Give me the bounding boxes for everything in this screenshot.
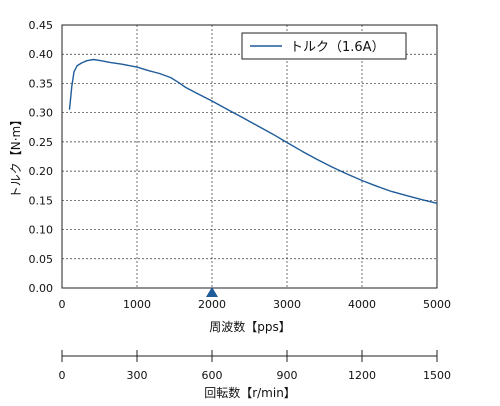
x-axis-label: 周波数【pps】	[209, 319, 291, 334]
series-layer	[68, 58, 438, 204]
secondary-tick-label: 600	[202, 369, 223, 382]
x-tick-label: 2000	[198, 298, 226, 311]
secondary-tick-label: 300	[127, 369, 148, 382]
secondary-axis-ticks: 0 300 600 900 1200 1500	[59, 350, 451, 382]
secondary-tick-label: 900	[277, 369, 298, 382]
series-line-torque	[68, 58, 438, 204]
y-tick-label: 0.20	[29, 165, 54, 178]
x-tick-label: 0	[59, 298, 66, 311]
secondary-axis: 0 300 600 900 1200 1500	[59, 350, 451, 382]
secondary-tick-label: 1500	[423, 369, 451, 382]
y-axis-ticks: 0.00 0.05 0.10 0.15 0.20 0.25 0.30 0.35 0.40 0.45	[29, 19, 54, 295]
y-tick-label: 0.05	[29, 253, 54, 266]
y-tick-label: 0.15	[29, 194, 54, 207]
legend-label: トルク（1.6A）	[290, 40, 385, 55]
plot-frame	[61, 24, 438, 289]
grid	[62, 25, 437, 288]
y-tick-label: 0.35	[29, 77, 54, 90]
x-tick-label: 5000	[423, 298, 451, 311]
x-tick-label: 1000	[123, 298, 151, 311]
y-tick-label: 0.10	[29, 224, 54, 237]
y-axis-label: トルク【N·m】	[9, 114, 23, 198]
x-tick-label: 3000	[273, 298, 301, 311]
y-tick-label: 0.40	[29, 48, 54, 61]
x-tick-label: 4000	[348, 298, 376, 311]
marker-triangle	[206, 287, 218, 297]
y-tick-label: 0.30	[29, 107, 54, 120]
secondary-tick-label: 0	[59, 369, 66, 382]
legend: トルク（1.6A）	[241, 32, 407, 60]
secondary-tick-label: 1200	[348, 369, 376, 382]
y-tick-label: 0.25	[29, 136, 54, 149]
x-axis-ticks: 0 1000 2000 3000 4000 5000	[59, 298, 452, 311]
secondary-axis-label: 回転数【r/min】	[204, 385, 296, 400]
y-tick-label: 0.45	[29, 19, 54, 32]
y-tick-label: 0.00	[29, 282, 54, 295]
